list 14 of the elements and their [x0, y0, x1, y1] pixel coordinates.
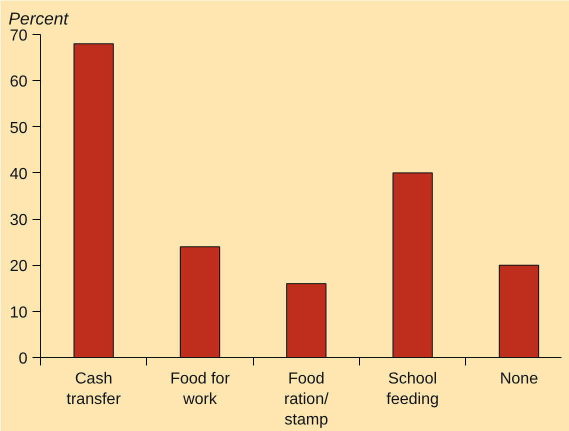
y-tick-label: 0 — [18, 350, 28, 368]
y-axis-title: Percent — [8, 8, 70, 28]
y-tick-label: 40 — [10, 166, 28, 183]
x-tick-label: None — [500, 370, 538, 388]
x-tick-label: Food ration/ stamp — [284, 370, 330, 428]
y-tick-label: 50 — [10, 120, 28, 137]
x-tick-label: School feeding — [386, 370, 439, 408]
y-tick-label: 70 — [10, 28, 28, 44]
y-tick-label: 60 — [10, 74, 28, 91]
x-tick-label: Cash transfer — [66, 370, 122, 408]
y-tick-label: 20 — [10, 258, 28, 276]
x-tick-label: Food for work — [170, 370, 230, 408]
y-tick-label: 30 — [10, 212, 28, 230]
y-tick-label: 10 — [10, 304, 28, 322]
